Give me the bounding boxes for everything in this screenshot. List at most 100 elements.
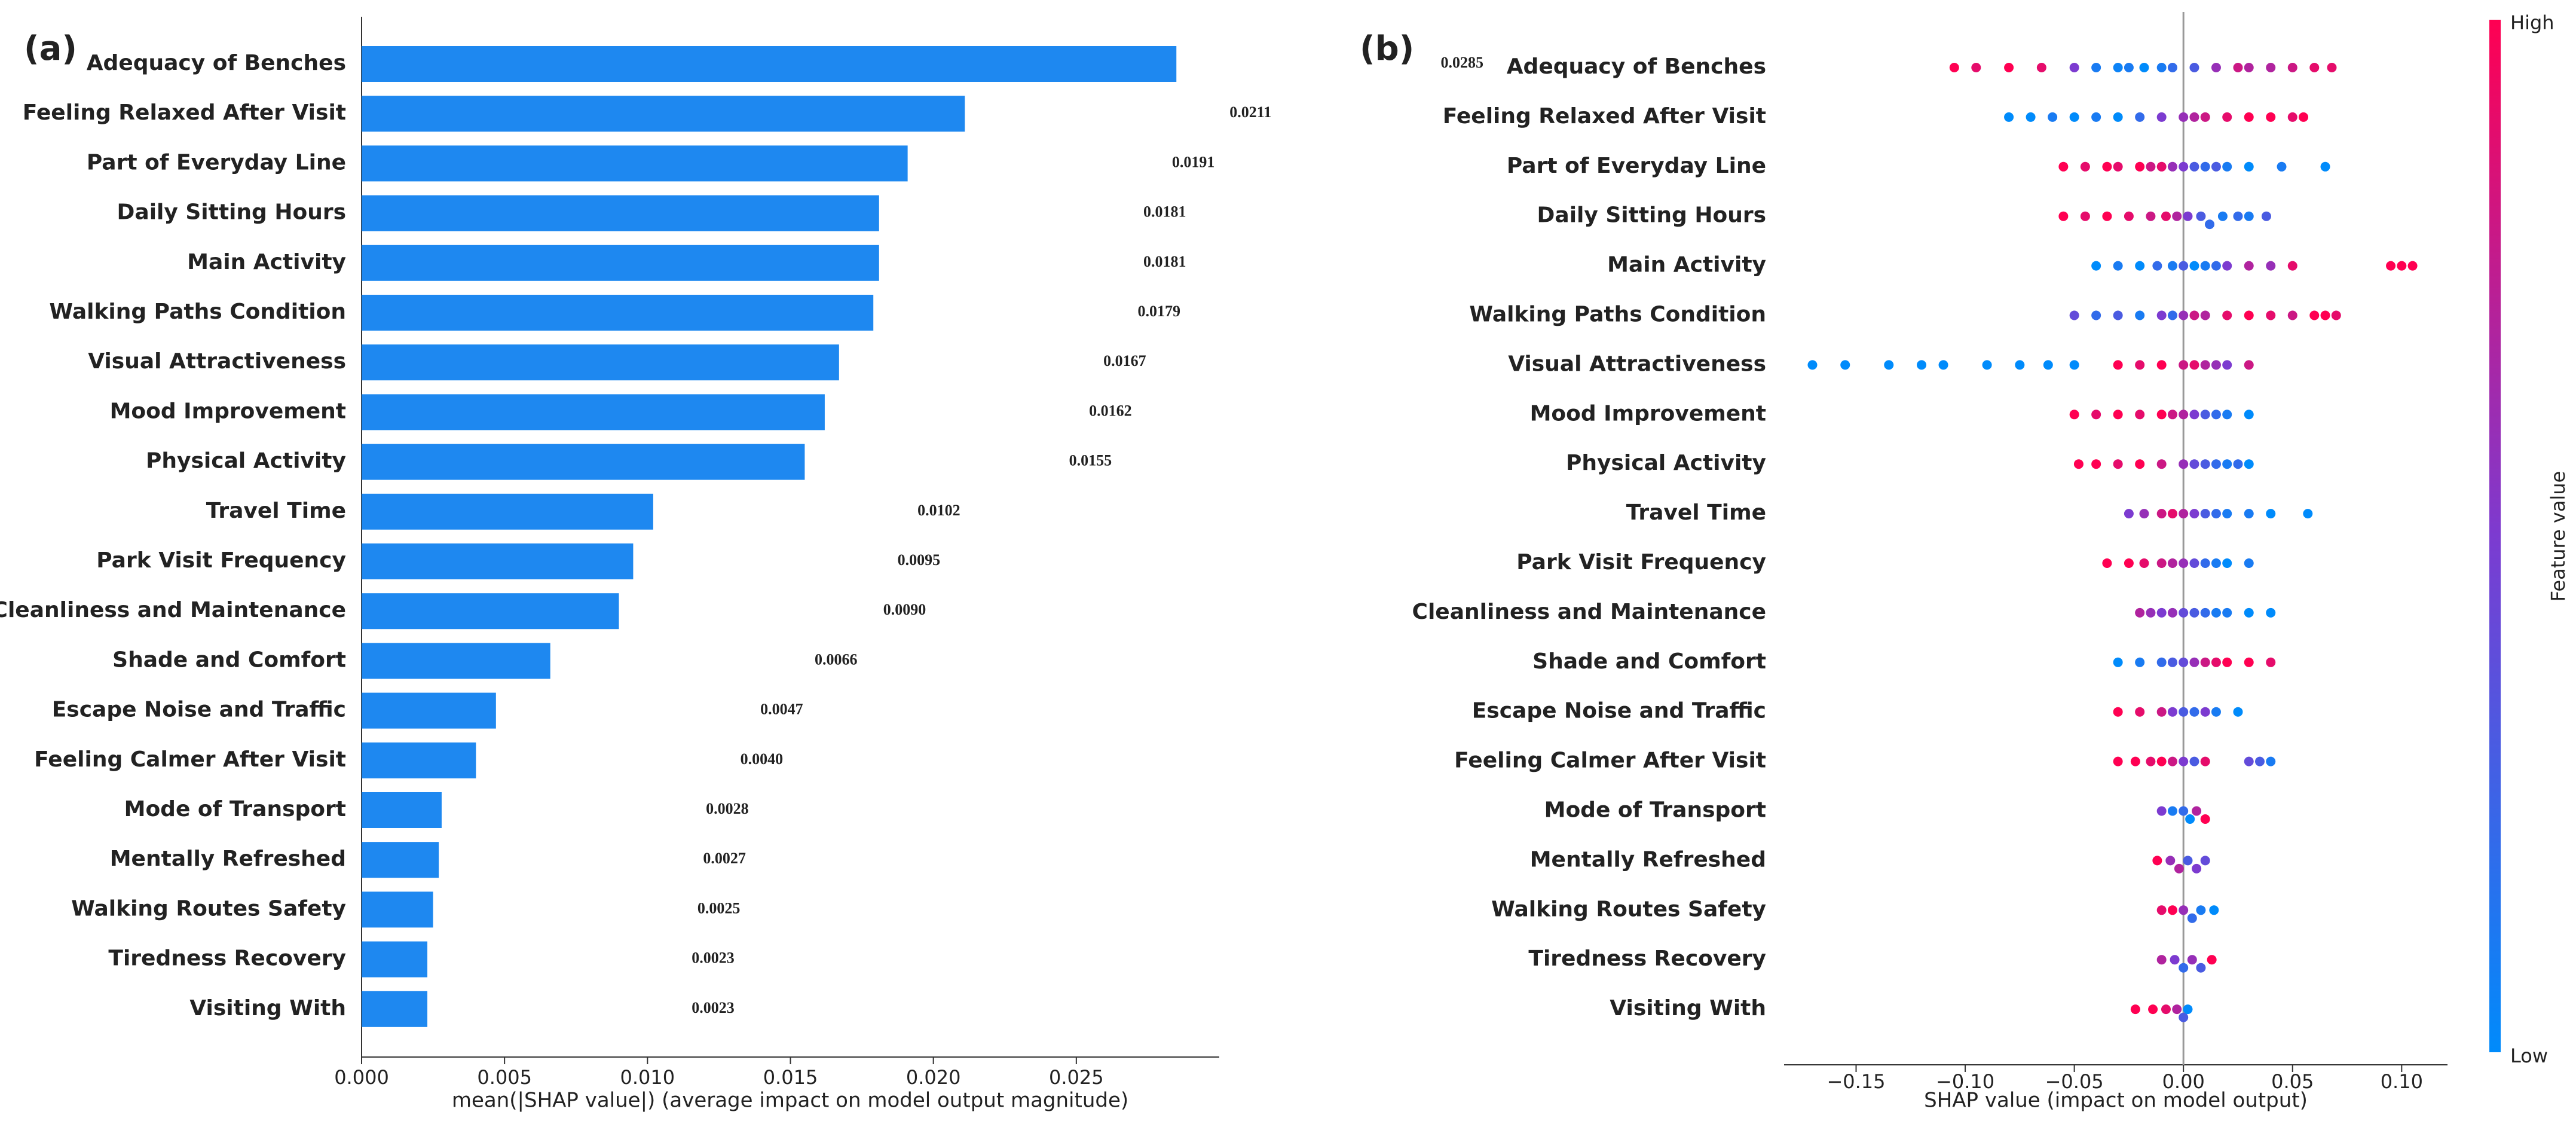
dot [2139,509,2149,519]
dot [2386,261,2396,271]
dot [2209,905,2219,915]
dot [2130,1004,2140,1015]
value-label: 0.0181 [1143,203,1186,221]
dot [2261,211,2271,221]
dot [2172,211,2182,221]
dot [2148,1004,2158,1015]
dot [2233,211,2243,221]
category-label: Visiting With [1610,996,1766,1021]
category-label: Daily Sitting Hours [1537,203,1766,228]
bar [362,792,442,828]
category-label: Travel Time [206,499,346,523]
dot [2189,112,2199,122]
dot [2174,863,2184,873]
dot [2130,756,2140,766]
dot [2156,459,2167,469]
dot [2139,63,2149,72]
dot [2091,63,2101,72]
category-label: Cleanliness and Maintenance [1412,600,1766,624]
category-label: Visual Attractiveness [88,349,346,374]
category-label: Cleanliness and Maintenance [0,598,346,622]
dot [2407,261,2418,271]
dot [2233,707,2243,717]
x-tick-label: −0.15 [1827,1070,1885,1093]
dot [2091,261,2101,271]
bar [362,145,908,182]
dot [2266,261,2276,271]
dot [2211,360,2221,370]
x-tick-label: 0.000 [334,1066,389,1089]
dot [2156,360,2167,370]
value-label: 0.0028 [706,800,749,817]
dot [2183,856,2193,866]
dot [2135,410,2145,420]
category-label: Shade and Comfort [1532,649,1766,674]
x-tick-label: 0.015 [763,1066,818,1089]
dot [2196,211,2206,221]
category-label: Mode of Transport [1544,798,1766,823]
dot [2113,261,2123,271]
dot [2189,261,2199,271]
dot [2179,459,2189,469]
bar [362,96,965,132]
category-label: Feeling Calmer After Visit [34,747,346,772]
value-label: 0.0066 [815,650,858,668]
dot [2211,261,2221,271]
dot [2026,112,2036,122]
category-label: Physical Activity [146,449,346,474]
dot [2167,261,2177,271]
dot [2196,963,2206,973]
dot [2015,360,2025,370]
dot [2156,607,2167,618]
dot [2156,161,2167,172]
category-label: Daily Sitting Hours [117,200,346,225]
dot [2211,707,2221,717]
dot [2244,360,2254,370]
dot [2200,657,2210,667]
category-label: Main Activity [1607,253,1766,277]
category-label: Mode of Transport [124,797,346,821]
dot [2244,63,2254,72]
dot [2320,310,2330,320]
dot [2200,607,2210,618]
dot [2331,310,2341,320]
category-label: Shade and Comfort [112,647,346,672]
category-label: Travel Time [1626,500,1766,525]
dot [2048,112,2058,122]
category-label: Physical Activity [1566,451,1766,475]
dot [1840,360,1850,370]
dot [2073,459,2084,469]
dot [2156,905,2167,915]
panel-label: (a) [24,29,77,68]
bar [362,295,874,331]
dot [2233,63,2243,72]
dot [2244,211,2254,221]
category-label: Mood Improvement [110,399,346,423]
dot [2091,459,2101,469]
dot [2211,509,2221,519]
dot [2135,161,2145,172]
dot [1971,63,1981,72]
dot [2196,905,2206,915]
dot [2146,607,2156,618]
dot [2167,806,2177,816]
dot [2069,112,2079,122]
dot [2200,856,2210,866]
dot [2189,161,2199,172]
dot [2167,905,2177,915]
dot [2266,756,2276,766]
value-label: 0.0095 [898,551,941,569]
bar [362,394,825,430]
dot [2179,806,2189,816]
category-label: Walking Routes Safety [1491,897,1766,921]
category-label: Mood Improvement [1530,401,1766,426]
dot [2189,607,2199,618]
dot [2222,310,2232,320]
dot [2189,558,2199,568]
value-label: 0.0047 [760,701,803,718]
dot [2004,112,2014,122]
dot [2244,261,2254,271]
dot [2200,161,2210,172]
dot [2189,509,2199,519]
dot [2179,963,2189,973]
